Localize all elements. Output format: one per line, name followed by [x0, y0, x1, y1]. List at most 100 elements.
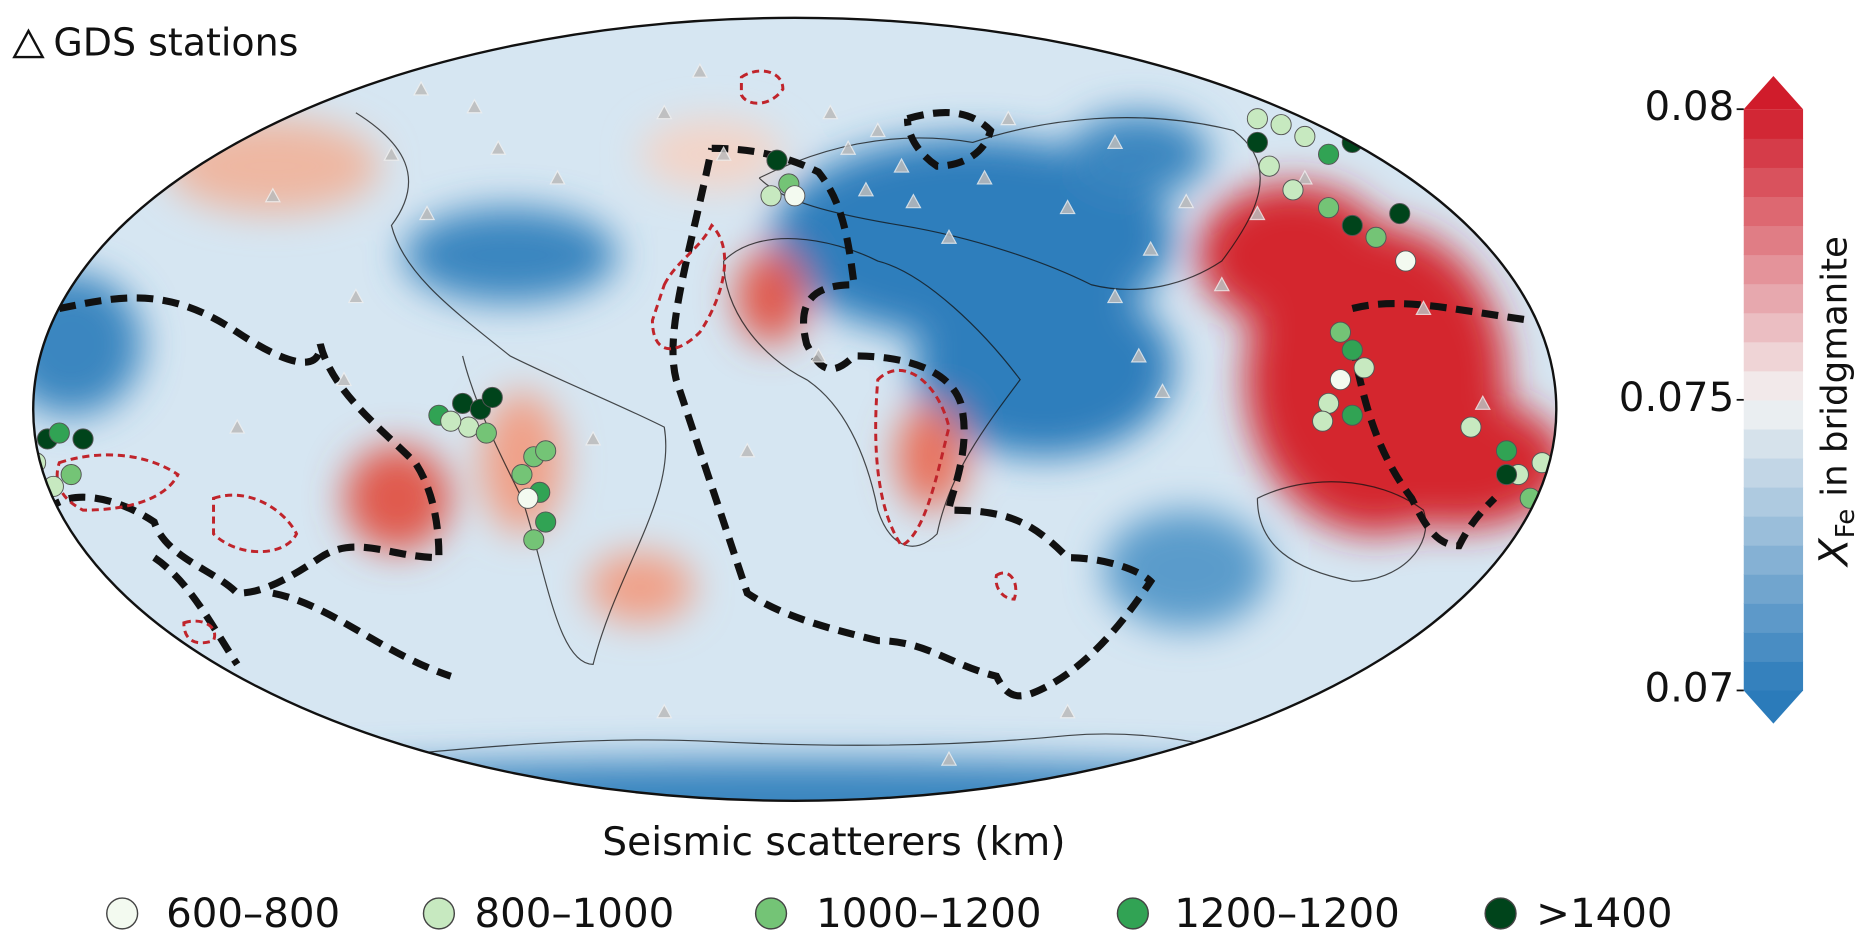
scatterer [1312, 410, 1334, 432]
colorbar-band [1743, 545, 1804, 575]
legend-label: 600–800 [166, 890, 340, 937]
station [1154, 383, 1171, 399]
map [33, 17, 1588, 801]
scatterer [1282, 179, 1304, 201]
colorbar-band [1743, 254, 1804, 285]
station [383, 145, 400, 161]
colorbar: 0.07 0.075 0.08 [1619, 75, 1804, 724]
station [1000, 110, 1017, 126]
station [347, 288, 364, 304]
scatterer [1329, 321, 1351, 343]
red-contours [55, 69, 1018, 645]
scatterer [48, 422, 70, 444]
colorbar-band [1743, 109, 1804, 139]
scatterer-markers [33, 108, 1588, 551]
legend: 600–800 800–1000 1000–1200 1200–1200 >1400 [106, 890, 1673, 937]
scatterer [440, 410, 462, 432]
colorbar-subscript: Fe [1830, 509, 1860, 539]
station [1320, 98, 1337, 114]
legend-label: 1200–1200 [1174, 890, 1399, 937]
station [976, 169, 993, 185]
scatterer [760, 185, 782, 207]
station [229, 418, 246, 434]
scatterer [1395, 250, 1417, 272]
colorbar-band [1743, 661, 1804, 692]
legend-swatch [106, 897, 139, 930]
colorbar-band [1743, 457, 1804, 488]
scatterer [1341, 404, 1363, 426]
station [1356, 703, 1373, 719]
scatterer [1543, 475, 1557, 497]
station [335, 371, 353, 387]
scatterer [523, 529, 545, 551]
scatterer [60, 464, 82, 486]
colorbar-tick-label: 0.07 [1644, 664, 1734, 711]
legend-swatch [754, 897, 788, 930]
colorbar-band [1743, 487, 1804, 517]
scatterer [1318, 143, 1340, 165]
station-icon [12, 28, 45, 59]
scatterer [1270, 114, 1292, 136]
scatterer [452, 392, 474, 414]
legend-label: >1400 [1536, 890, 1672, 937]
station [940, 228, 958, 244]
scatterer [1460, 416, 1482, 438]
scatterer [1294, 125, 1316, 148]
scatterer [535, 440, 557, 462]
scatterer [1341, 339, 1363, 361]
colorbar-band [1743, 283, 1804, 314]
colorbar-tick-label: 0.08 [1644, 83, 1734, 130]
station [869, 122, 886, 138]
legend-label: 1000–1200 [816, 890, 1041, 937]
legend-swatch [422, 897, 456, 930]
station [656, 104, 673, 120]
station [940, 750, 958, 766]
station [1474, 395, 1491, 410]
station [893, 157, 910, 173]
station [1059, 703, 1076, 719]
station [1142, 240, 1159, 256]
station [1415, 300, 1432, 316]
station [905, 193, 922, 209]
station [1106, 134, 1124, 149]
colorbar-band [1743, 632, 1804, 662]
station [1059, 199, 1076, 215]
station [715, 145, 732, 161]
scatterer [1318, 197, 1340, 219]
scatterer [1365, 226, 1387, 248]
colorbar-label: XFe in bridgmanite [1810, 236, 1860, 568]
scatterer [511, 464, 533, 486]
station [656, 703, 673, 719]
colorbar-band [1743, 341, 1804, 372]
colorbar-extend-bottom [1743, 690, 1804, 724]
scatterer [784, 185, 806, 207]
stations-label: GDS stations [53, 21, 298, 65]
scatterer [535, 511, 557, 533]
scatterer [72, 428, 94, 450]
colorbar-band [1743, 196, 1804, 227]
station [1213, 276, 1230, 292]
station [691, 62, 708, 78]
legend-swatch [1484, 897, 1517, 930]
station [466, 98, 483, 114]
station [840, 139, 857, 155]
legend-label: 800–1000 [474, 890, 674, 937]
colorbar-band [1743, 225, 1804, 256]
colorbar-text: in bridgmanite [1814, 236, 1855, 497]
colorbar-band [1743, 399, 1804, 430]
scatterer [1495, 440, 1518, 462]
station [1178, 193, 1195, 209]
scatterer [1568, 417, 1588, 437]
station [857, 181, 875, 197]
legend-swatch [1116, 897, 1149, 930]
colorbar-band [1743, 312, 1804, 343]
station [264, 187, 281, 203]
station [418, 205, 436, 221]
scatterer [1389, 203, 1411, 225]
scatterer [1246, 108, 1268, 130]
legend-title: Seismic scatterers (km) [602, 820, 1065, 865]
station-markers [229, 62, 1491, 766]
station [1106, 288, 1124, 304]
colorbar-symbol: X [1810, 537, 1857, 568]
scatterer [1329, 369, 1351, 391]
